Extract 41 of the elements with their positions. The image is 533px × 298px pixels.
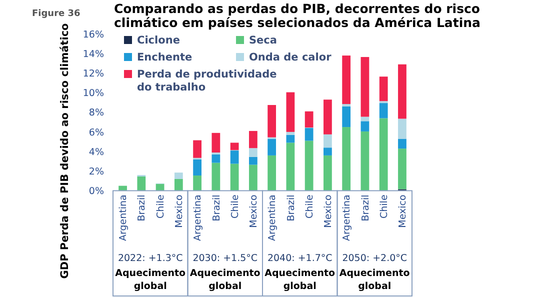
y-tick-label: 10% (82, 88, 104, 100)
x-tick-label: Chile (378, 194, 390, 218)
text: Aquecimento global (339, 268, 410, 292)
x-tick-label: Chile (155, 194, 166, 218)
x-tick-label: Brazil (136, 194, 148, 222)
x-tick-label: Chile (304, 194, 316, 218)
x-tick-label: Argentina (192, 194, 204, 242)
text: 2040: +1.7°C (267, 253, 333, 264)
legend-label: Onda de calor (249, 52, 332, 64)
x-tick-label: Brazil (211, 194, 222, 222)
y-tick-label: 16% (82, 29, 104, 40)
text: 2030: +1.5°C (192, 253, 258, 264)
y-axis-title: GDP Perda de PIB devido ao risco climático (59, 23, 71, 279)
x-tick-label: Mexico (174, 194, 185, 228)
x-tick-label: Brazil (286, 194, 297, 222)
text: 2050: +2.0°C (342, 253, 408, 264)
chart-title: Comparando as perdas do PIB, decorrentes do risco climático em países selecionados da América Latina (114, 1, 480, 30)
y-tick-label: 14% (82, 48, 104, 60)
x-tick-label: Brazil (360, 194, 372, 222)
legend-label: Ciclone (137, 34, 180, 47)
x-tick-label: Mexico (323, 194, 334, 228)
text: 2022: +1.3°C (118, 253, 184, 264)
legend-label: Seca (249, 34, 277, 47)
y-tick-label: 2% (88, 166, 104, 178)
y-tick-label: 0% (88, 186, 104, 198)
x-tick-label: Chile (230, 194, 241, 218)
caption: Figure 36 (32, 9, 80, 19)
x-tick-label: Argentina (118, 194, 130, 242)
legend-label: Perda de produtividade do trabalho (137, 68, 277, 94)
x-tick-label: Argentina (342, 194, 353, 242)
legend-label: Enchente (137, 52, 192, 64)
text: Aquecimento global (190, 268, 261, 292)
y-tick-label: 6% (88, 127, 104, 138)
y-tick-label: 4% (88, 146, 104, 158)
x-tick-label: Argentina (267, 194, 278, 242)
x-tick-label: Mexico (248, 194, 260, 228)
text: Aquecimento global (115, 268, 186, 292)
text: Aquecimento global (264, 268, 336, 292)
x-tick-label: Mexico (398, 194, 409, 228)
y-tick-label: 8% (88, 108, 104, 119)
y-tick-label: 12% (82, 68, 104, 80)
